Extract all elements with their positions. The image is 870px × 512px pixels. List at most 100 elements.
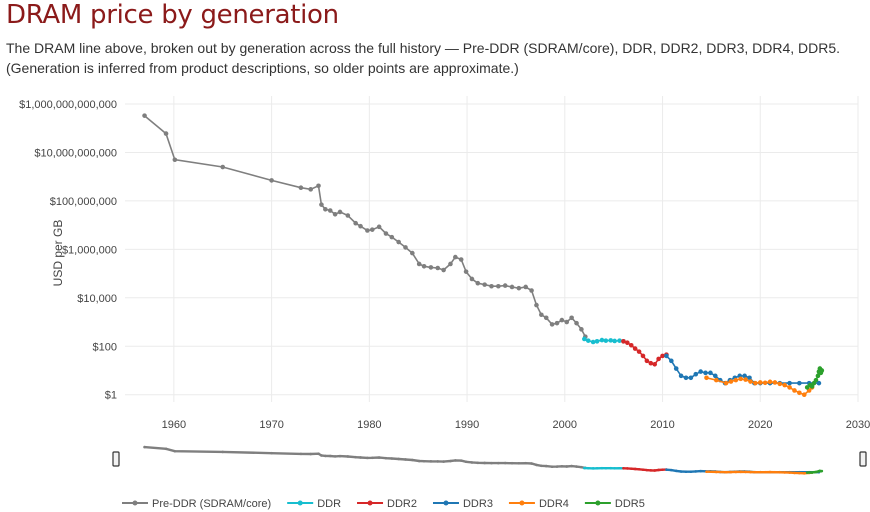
data-point[interactable]	[747, 375, 752, 381]
data-point[interactable]	[345, 213, 351, 218]
data-point[interactable]	[797, 390, 802, 396]
plot-area[interactable]	[142, 113, 825, 398]
data-point[interactable]	[421, 263, 427, 269]
range-slider-right-handle[interactable]	[859, 451, 867, 467]
data-point[interactable]	[569, 315, 574, 321]
data-point[interactable]	[416, 261, 422, 267]
data-point[interactable]	[369, 227, 375, 232]
data-point[interactable]	[269, 178, 274, 183]
data-point[interactable]	[549, 322, 555, 327]
data-point[interactable]	[713, 377, 719, 383]
data-point[interactable]	[539, 312, 544, 318]
data-point[interactable]	[708, 370, 713, 376]
data-point[interactable]	[632, 346, 638, 351]
data-point[interactable]	[698, 369, 703, 374]
data-point[interactable]	[448, 261, 453, 267]
data-point[interactable]	[738, 376, 744, 382]
data-point[interactable]	[559, 317, 565, 323]
data-point[interactable]	[772, 380, 778, 385]
data-point[interactable]	[636, 349, 642, 354]
data-point[interactable]	[469, 276, 475, 282]
data-point[interactable]	[475, 280, 481, 286]
data-point[interactable]	[463, 269, 469, 274]
data-point[interactable]	[628, 342, 634, 348]
data-point[interactable]	[603, 338, 609, 343]
data-point[interactable]	[612, 338, 617, 344]
data-point[interactable]	[453, 254, 458, 260]
data-point[interactable]	[327, 208, 333, 213]
legend-item[interactable]: DDR2	[357, 498, 417, 510]
data-point[interactable]	[813, 377, 819, 383]
data-point[interactable]	[316, 183, 321, 189]
data-point[interactable]	[664, 353, 669, 359]
data-point[interactable]	[403, 245, 408, 250]
data-point[interactable]	[683, 375, 689, 381]
data-point[interactable]	[652, 361, 658, 367]
data-point[interactable]	[585, 338, 591, 343]
data-point[interactable]	[564, 319, 570, 325]
data-point[interactable]	[669, 358, 674, 364]
data-point[interactable]	[163, 131, 169, 136]
data-point[interactable]	[644, 358, 650, 364]
data-point[interactable]	[142, 113, 147, 118]
data-point[interactable]	[648, 360, 654, 366]
data-point[interactable]	[509, 284, 515, 290]
data-point[interactable]	[516, 285, 522, 291]
data-point[interactable]	[815, 373, 821, 379]
data-point[interactable]	[762, 380, 768, 386]
data-point[interactable]	[332, 211, 338, 217]
data-point[interactable]	[782, 382, 787, 388]
data-point[interactable]	[579, 327, 584, 332]
data-point[interactable]	[787, 385, 792, 390]
data-point[interactable]	[383, 231, 389, 236]
data-point[interactable]	[728, 379, 734, 384]
data-point[interactable]	[608, 338, 614, 343]
data-point[interactable]	[319, 202, 324, 207]
legend-item[interactable]: DDR3	[432, 498, 493, 510]
data-point[interactable]	[723, 380, 729, 386]
data-point[interactable]	[220, 164, 226, 170]
data-point[interactable]	[582, 336, 587, 342]
data-point[interactable]	[441, 267, 446, 273]
data-point[interactable]	[767, 379, 773, 385]
data-point[interactable]	[656, 356, 661, 362]
data-point[interactable]	[389, 234, 395, 240]
data-point[interactable]	[458, 257, 464, 262]
data-point[interactable]	[753, 380, 758, 386]
data-point[interactable]	[703, 370, 708, 376]
data-point[interactable]	[640, 353, 646, 359]
data-point[interactable]	[337, 209, 343, 215]
data-point[interactable]	[704, 375, 709, 381]
data-point[interactable]	[172, 157, 178, 163]
data-point[interactable]	[435, 265, 441, 271]
legend-item[interactable]: DDR	[287, 498, 341, 510]
data-point[interactable]	[819, 368, 825, 373]
data-point[interactable]	[594, 339, 600, 344]
data-point[interactable]	[816, 380, 822, 386]
data-point[interactable]	[376, 224, 382, 230]
data-point[interactable]	[797, 380, 802, 386]
data-point[interactable]	[748, 379, 753, 384]
data-point[interactable]	[428, 265, 434, 270]
data-point[interactable]	[678, 373, 684, 379]
data-point[interactable]	[353, 220, 358, 226]
data-point[interactable]	[743, 377, 748, 382]
data-point[interactable]	[298, 185, 304, 191]
data-point[interactable]	[410, 250, 415, 256]
data-point[interactable]	[489, 283, 494, 289]
legend-item[interactable]: DDR5	[584, 498, 645, 510]
data-point[interactable]	[599, 337, 605, 343]
data-point[interactable]	[396, 239, 401, 245]
data-point[interactable]	[673, 366, 679, 371]
data-point[interactable]	[323, 207, 328, 212]
data-point[interactable]	[713, 373, 718, 379]
data-point[interactable]	[777, 381, 783, 387]
data-point[interactable]	[554, 320, 560, 326]
data-point[interactable]	[529, 288, 534, 293]
range-slider[interactable]	[112, 442, 867, 476]
legend-item[interactable]: Pre-DDR (SDRAM/core)	[122, 498, 271, 510]
data-point[interactable]	[574, 320, 579, 326]
data-point[interactable]	[693, 371, 699, 377]
data-point[interactable]	[688, 375, 694, 381]
data-point[interactable]	[625, 340, 630, 346]
